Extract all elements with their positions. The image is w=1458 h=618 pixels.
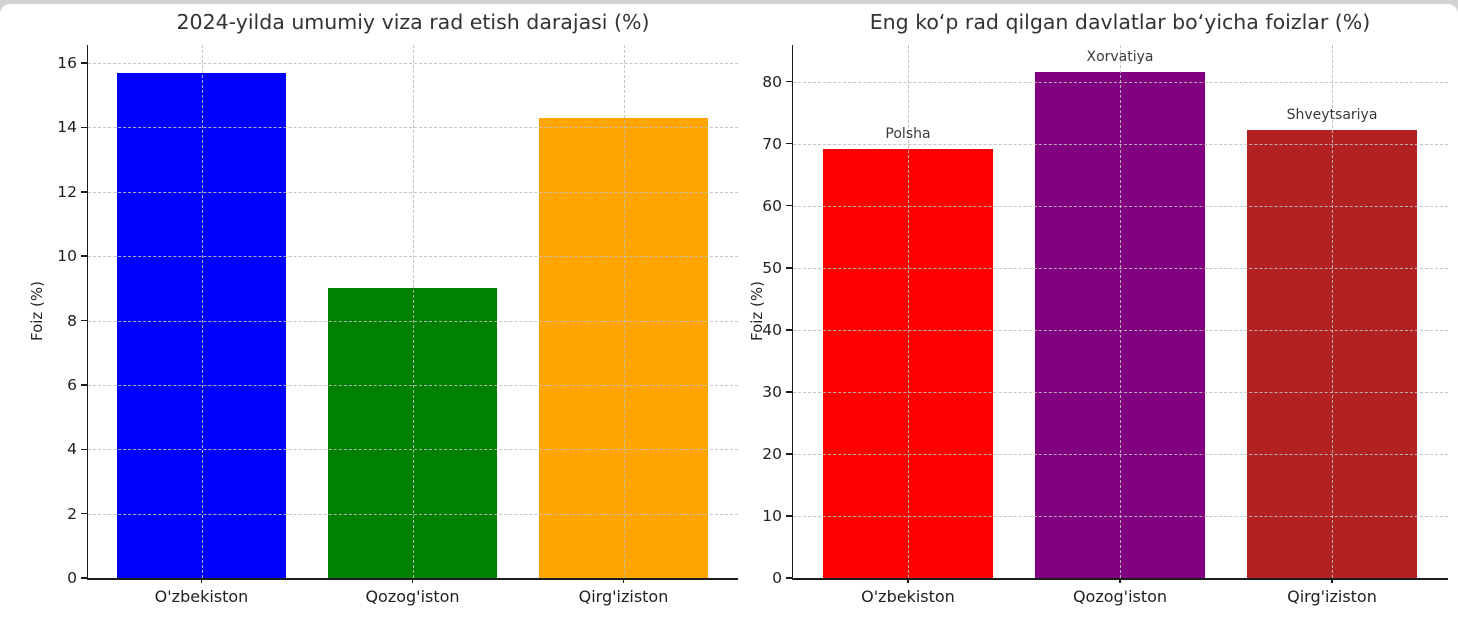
y-tick-label: 12 <box>57 182 77 201</box>
y-tick-label: 10 <box>57 247 77 266</box>
y-tick-mark <box>81 126 88 129</box>
x-tick-mark <box>200 578 203 583</box>
x-tick-mark <box>1331 578 1333 583</box>
y-tick-mark <box>786 391 793 393</box>
v-gridline <box>1332 45 1333 578</box>
y-tick-mark <box>786 204 793 207</box>
v-gridline <box>908 45 909 578</box>
x-category-label: O'zbekiston <box>861 587 955 606</box>
x-axis-spine <box>791 578 1448 580</box>
y-tick-mark <box>786 80 793 83</box>
x-category-label: Qirg'iziston <box>578 587 669 606</box>
y-tick-mark <box>786 267 793 269</box>
chart-title: Eng ko‘p rad qilgan davlatlar bo‘yicha f… <box>869 10 1371 34</box>
y-tick-label: 6 <box>67 375 77 394</box>
y-tick-label: 60 <box>762 196 782 215</box>
x-axis-spine <box>86 578 738 580</box>
y-tick-mark <box>81 577 88 579</box>
y-tick-mark <box>81 512 88 515</box>
y-tick-label: 2 <box>67 504 77 523</box>
x-category-label: Qozog'iston <box>1072 587 1168 606</box>
v-gridline <box>412 45 414 578</box>
y-tick-label: 16 <box>57 54 77 73</box>
y-tick-mark <box>786 577 793 579</box>
y-tick-label: 70 <box>762 134 782 153</box>
y-axis-spine <box>86 45 88 580</box>
y-tick-label: 4 <box>67 440 77 459</box>
y-tick-mark <box>81 319 88 322</box>
y-tick-label: 20 <box>762 444 782 463</box>
chart-title: 2024-yilda umumiy viza rad etish darajas… <box>176 10 650 34</box>
y-tick-mark <box>786 515 793 517</box>
y-axis-spine <box>791 45 793 580</box>
x-tick-mark <box>411 578 414 583</box>
y-tick-label: 0 <box>67 569 77 587</box>
y-tick-label: 80 <box>762 72 782 91</box>
x-category-label: O'zbekiston <box>154 587 249 606</box>
y-tick-mark <box>81 255 88 257</box>
y-tick-label: 14 <box>57 118 77 137</box>
y-tick-mark <box>81 191 88 193</box>
y-tick-label: 8 <box>67 311 77 330</box>
v-gridline <box>1120 45 1121 578</box>
bar-annotation: Polsha <box>885 125 931 142</box>
y-tick-mark <box>81 62 88 64</box>
x-tick-mark <box>622 578 625 583</box>
y-tick-label: 40 <box>762 320 782 339</box>
y-tick-mark <box>81 448 88 450</box>
y-tick-mark <box>81 384 88 386</box>
y-tick-label: 10 <box>762 506 782 525</box>
y-tick-label: 50 <box>762 258 782 277</box>
x-tick-mark <box>907 578 909 583</box>
v-gridline <box>201 45 203 578</box>
bar-annotation: Xorvatiya <box>1086 49 1154 66</box>
y-tick-mark <box>786 329 793 331</box>
v-gridline <box>623 45 625 578</box>
x-category-label: Qozog'iston <box>365 587 460 606</box>
bar-annotation: Shveytsariya <box>1286 107 1378 123</box>
y-tick-label: 30 <box>762 382 782 401</box>
y-tick-label: 0 <box>772 569 782 587</box>
y-tick-mark <box>786 142 793 145</box>
y-tick-mark <box>786 453 793 455</box>
x-tick-mark <box>1119 578 1121 583</box>
x-category-label: Qirg'iziston <box>1287 587 1377 606</box>
